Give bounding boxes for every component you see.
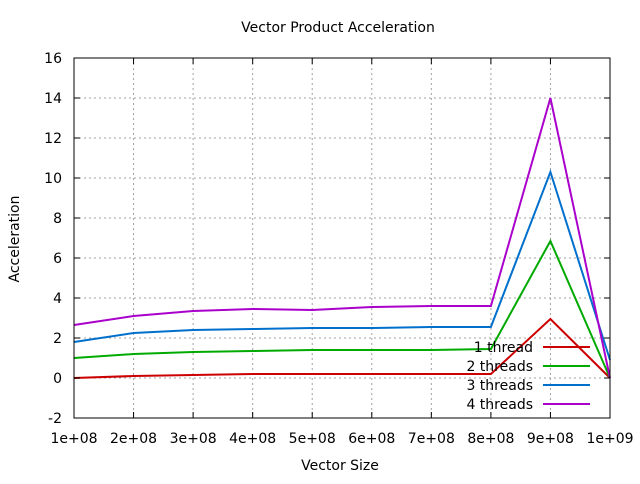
series-group (73, 97, 611, 379)
legend: 1 thread 2 threads 3 threads 4 threads (466, 340, 590, 413)
y-tick-label: 8 (53, 211, 62, 227)
x-tick-label: 1e+08 (50, 431, 97, 447)
grid (74, 58, 610, 418)
y-tick-label: 4 (53, 291, 62, 307)
series-line-1 (73, 317, 611, 379)
legend-label-4: 4 threads (466, 397, 533, 413)
plot-frame (73, 57, 611, 419)
y-tick-label: 0 (53, 371, 62, 387)
legend-label-2: 2 threads (466, 359, 533, 375)
x-tick-label: 1e+09 (586, 431, 633, 447)
x-tick-label: 9e+08 (527, 431, 574, 447)
series-line-2 (73, 238, 611, 379)
series-line-4 (73, 97, 611, 379)
legend-label-1: 1 thread (474, 340, 533, 356)
y-axis-title: Acceleration (7, 196, 23, 283)
y-tick-label: 10 (44, 171, 62, 187)
chart-title: Vector Product Acceleration (241, 20, 435, 36)
x-tick-label: 5e+08 (289, 431, 336, 447)
x-tick-label: 8e+08 (467, 431, 514, 447)
y-tick-label: 16 (44, 51, 62, 67)
x-tick-label: 2e+08 (110, 431, 157, 447)
x-tick-label: 3e+08 (170, 431, 217, 447)
x-axis-title: Vector Size (301, 458, 379, 474)
y-tick-label: 2 (53, 331, 62, 347)
x-tick-label: 7e+08 (408, 431, 455, 447)
y-tick-label: -2 (48, 411, 62, 427)
axes: 1e+08 2e+08 3e+08 4e+08 5e+08 6e+08 7e+08 8e+08… (44, 51, 633, 447)
x-tick-label: 6e+08 (348, 431, 395, 447)
series-line-3 (73, 168, 611, 361)
y-tick-label: 6 (53, 251, 62, 267)
x-tick-label: 4e+08 (229, 431, 276, 447)
y-tick-label: 12 (44, 131, 62, 147)
legend-label-3: 3 threads (466, 378, 533, 394)
y-tick-label: 14 (44, 91, 62, 107)
